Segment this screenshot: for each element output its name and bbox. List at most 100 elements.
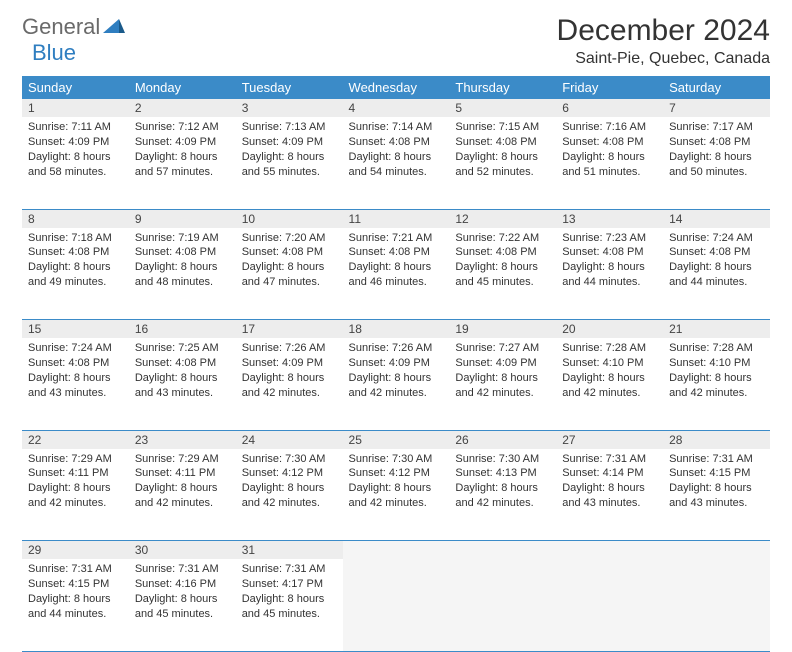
logo-triangle-icon: [103, 17, 125, 38]
day-sunset: Sunset: 4:14 PM: [562, 466, 657, 481]
day-day1: Daylight: 8 hours: [28, 481, 123, 496]
day-day1: Daylight: 8 hours: [28, 260, 123, 275]
weekday-header: Friday: [556, 76, 663, 99]
day-sunrise: Sunrise: 7:31 AM: [669, 452, 764, 467]
day-sunset: Sunset: 4:08 PM: [135, 356, 230, 371]
day-day2: and 42 minutes.: [135, 496, 230, 511]
title-block: December 2024 Saint-Pie, Quebec, Canada: [557, 14, 770, 68]
day-day2: and 49 minutes.: [28, 275, 123, 290]
day-sunset: Sunset: 4:13 PM: [455, 466, 550, 481]
day-sunset: Sunset: 4:08 PM: [455, 135, 550, 150]
day-cell: [663, 559, 770, 651]
day-sunset: Sunset: 4:12 PM: [349, 466, 444, 481]
day-sunset: Sunset: 4:12 PM: [242, 466, 337, 481]
day-sunrise: Sunrise: 7:19 AM: [135, 231, 230, 246]
day-number: 28: [663, 430, 770, 449]
day-day2: and 44 minutes.: [562, 275, 657, 290]
day-number: 31: [236, 541, 343, 560]
day-cell: Sunrise: 7:16 AMSunset: 4:08 PMDaylight:…: [556, 117, 663, 209]
day-sunset: Sunset: 4:08 PM: [28, 245, 123, 260]
day-cell: Sunrise: 7:14 AMSunset: 4:08 PMDaylight:…: [343, 117, 450, 209]
day-day1: Daylight: 8 hours: [562, 150, 657, 165]
day-sunrise: Sunrise: 7:31 AM: [562, 452, 657, 467]
info-row: Sunrise: 7:24 AM Sunset: 4:08 PM Daylight:…: [22, 338, 770, 430]
day-sunrise: Sunrise: 7:15 AM: [455, 120, 550, 135]
day-sunset: Sunset: 4:09 PM: [349, 356, 444, 371]
day-number: 25: [343, 430, 450, 449]
day-day2: and 44 minutes.: [28, 607, 123, 622]
day-cell: Sunrise: 7:21 AMSunset: 4:08 PMDaylight:…: [343, 228, 450, 320]
day-number: 23: [129, 430, 236, 449]
weekday-header: Tuesday: [236, 76, 343, 99]
day-number: 18: [343, 320, 450, 339]
day-sunrise: Sunrise: 7:17 AM: [669, 120, 764, 135]
day-day2: and 42 minutes.: [28, 496, 123, 511]
day-day1: Daylight: 8 hours: [135, 481, 230, 496]
day-sunset: Sunset: 4:17 PM: [242, 577, 337, 592]
day-sunrise: Sunrise: 7:21 AM: [349, 231, 444, 246]
day-sunset: Sunset: 4:09 PM: [135, 135, 230, 150]
day-day2: and 46 minutes.: [349, 275, 444, 290]
day-day2: and 42 minutes.: [349, 386, 444, 401]
day-cell: Sunrise: 7:29 AMSunset: 4:11 PMDaylight:…: [22, 449, 129, 541]
day-number: [556, 541, 663, 560]
day-sunset: Sunset: 4:16 PM: [135, 577, 230, 592]
weekday-header: Monday: [129, 76, 236, 99]
day-day2: and 54 minutes.: [349, 165, 444, 180]
day-number: 26: [449, 430, 556, 449]
day-cell: Sunrise: 7:31 AMSunset: 4:14 PMDaylight:…: [556, 449, 663, 541]
day-sunrise: Sunrise: 7:24 AM: [28, 341, 123, 356]
day-day2: and 42 minutes.: [669, 386, 764, 401]
day-day1: Daylight: 8 hours: [242, 371, 337, 386]
day-day1: Daylight: 8 hours: [349, 371, 444, 386]
day-cell: Sunrise: 7:24 AMSunset: 4:08 PMDaylight:…: [22, 338, 129, 430]
day-day1: Daylight: 8 hours: [455, 481, 550, 496]
day-day2: and 51 minutes.: [562, 165, 657, 180]
day-day2: and 45 minutes.: [135, 607, 230, 622]
day-day2: and 47 minutes.: [242, 275, 337, 290]
day-cell: Sunrise: 7:30 AMSunset: 4:13 PMDaylight:…: [449, 449, 556, 541]
day-day1: Daylight: 8 hours: [669, 371, 764, 386]
day-day1: Daylight: 8 hours: [28, 150, 123, 165]
day-number: 22: [22, 430, 129, 449]
day-day1: Daylight: 8 hours: [242, 592, 337, 607]
day-cell: [556, 559, 663, 651]
day-cell: Sunrise: 7:29 AMSunset: 4:11 PMDaylight:…: [129, 449, 236, 541]
logo-text-blue-wrapper: Blue: [32, 40, 76, 66]
day-sunset: Sunset: 4:08 PM: [349, 245, 444, 260]
day-cell: Sunrise: 7:22 AMSunset: 4:08 PMDaylight:…: [449, 228, 556, 320]
day-cell: Sunrise: 7:13 AMSunset: 4:09 PMDaylight:…: [236, 117, 343, 209]
day-sunrise: Sunrise: 7:30 AM: [455, 452, 550, 467]
day-sunrise: Sunrise: 7:28 AM: [669, 341, 764, 356]
day-number: 3: [236, 99, 343, 117]
info-row: Sunrise: 7:11 AMSunset: 4:09 PMDaylight:…: [22, 117, 770, 209]
day-sunset: Sunset: 4:09 PM: [242, 135, 337, 150]
day-day2: and 45 minutes.: [242, 607, 337, 622]
logo: General: [22, 14, 127, 40]
day-cell: Sunrise: 7:26 AMSunset: 4:09 PMDaylight:…: [343, 338, 450, 430]
weekday-header: Thursday: [449, 76, 556, 99]
day-sunset: Sunset: 4:09 PM: [242, 356, 337, 371]
day-number: 1: [22, 99, 129, 117]
day-sunset: Sunset: 4:08 PM: [669, 135, 764, 150]
day-day2: and 42 minutes.: [349, 496, 444, 511]
day-day2: and 43 minutes.: [669, 496, 764, 511]
day-sunset: Sunset: 4:08 PM: [455, 245, 550, 260]
day-sunset: Sunset: 4:08 PM: [562, 245, 657, 260]
day-day1: Daylight: 8 hours: [242, 260, 337, 275]
day-cell: Sunrise: 7:15 AMSunset: 4:08 PMDaylight:…: [449, 117, 556, 209]
day-day1: Daylight: 8 hours: [135, 150, 230, 165]
day-day2: and 50 minutes.: [669, 165, 764, 180]
day-cell: Sunrise: 7:24 AMSunset: 4:08 PMDaylight:…: [663, 228, 770, 320]
day-number: 21: [663, 320, 770, 339]
day-number: 17: [236, 320, 343, 339]
day-sunrise: Sunrise: 7:24 AM: [669, 231, 764, 246]
day-number: 27: [556, 430, 663, 449]
daynum-row: 15161718192021: [22, 320, 770, 339]
day-sunrise: Sunrise: 7:26 AM: [349, 341, 444, 356]
info-row: Sunrise: 7:31 AMSunset: 4:15 PMDaylight:…: [22, 559, 770, 651]
header: General December 2024 Saint-Pie, Quebec,…: [22, 14, 770, 68]
day-cell: Sunrise: 7:26 AMSunset: 4:09 PMDaylight:…: [236, 338, 343, 430]
day-sunset: Sunset: 4:08 PM: [562, 135, 657, 150]
day-cell: Sunrise: 7:31 AMSunset: 4:15 PMDaylight:…: [663, 449, 770, 541]
